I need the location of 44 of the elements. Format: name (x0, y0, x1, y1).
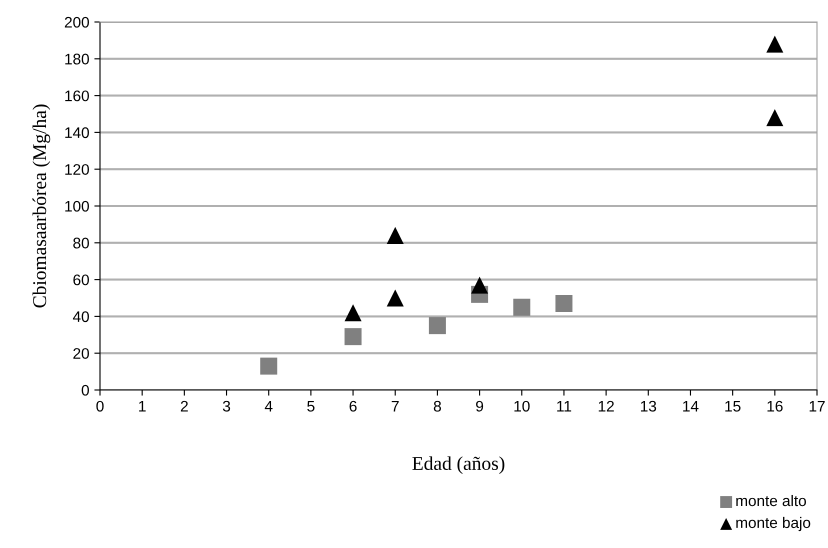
y-tick-label: 80 (73, 238, 89, 248)
x-tick-label: 8 (434, 400, 441, 412)
x-tick-label: 17 (810, 400, 825, 412)
y-tick-label: 200 (64, 16, 89, 28)
x-tick-label: 15 (725, 400, 741, 412)
point (555, 295, 572, 312)
x-tick-label: 5 (307, 400, 314, 412)
point (344, 304, 362, 322)
point (766, 109, 784, 126)
point (766, 36, 784, 53)
legend-label: monte alto (736, 494, 806, 506)
point (344, 328, 362, 346)
y-tick-label: 180 (65, 54, 89, 64)
x-tick-label: 12 (598, 400, 614, 412)
x-tick-label: 9 (476, 400, 484, 412)
x-tick-label: 0 (96, 400, 104, 412)
x-tick-label: 3 (222, 400, 230, 412)
x-tick-label: 10 (514, 400, 530, 412)
y-tick-label: 140 (65, 127, 89, 138)
y-tick-label: 160 (65, 90, 89, 102)
point (260, 358, 278, 375)
point (471, 276, 488, 294)
point (513, 298, 530, 316)
y-tick-label: 0 (82, 384, 89, 396)
x-tick-label: 16 (767, 400, 783, 412)
y-axis-title: Cbiomasaarbórea (Mg/ha) (32, 104, 50, 308)
x-tick-label: 1 (139, 400, 146, 412)
x-tick-label: 6 (350, 400, 357, 412)
y-tick-label: 20 (73, 348, 89, 359)
x-tick-label: 11 (557, 400, 572, 412)
y-tick-label: 60 (73, 274, 89, 286)
y-tick-label: 40 (72, 311, 89, 322)
point (428, 317, 446, 334)
y-tick-label: 120 (65, 164, 89, 175)
x-tick-label: 7 (392, 400, 399, 412)
x-tick-label: 13 (640, 400, 656, 412)
point (386, 226, 404, 244)
point (386, 289, 404, 307)
x-tick-label: 2 (180, 400, 188, 412)
x-tick-label: 4 (264, 400, 273, 412)
x-tick-label: 14 (683, 400, 699, 412)
x-axis-title: Edad (años) (412, 456, 504, 474)
legend-label: monte bajo (736, 516, 810, 532)
y-tick-label: 100 (65, 200, 89, 212)
